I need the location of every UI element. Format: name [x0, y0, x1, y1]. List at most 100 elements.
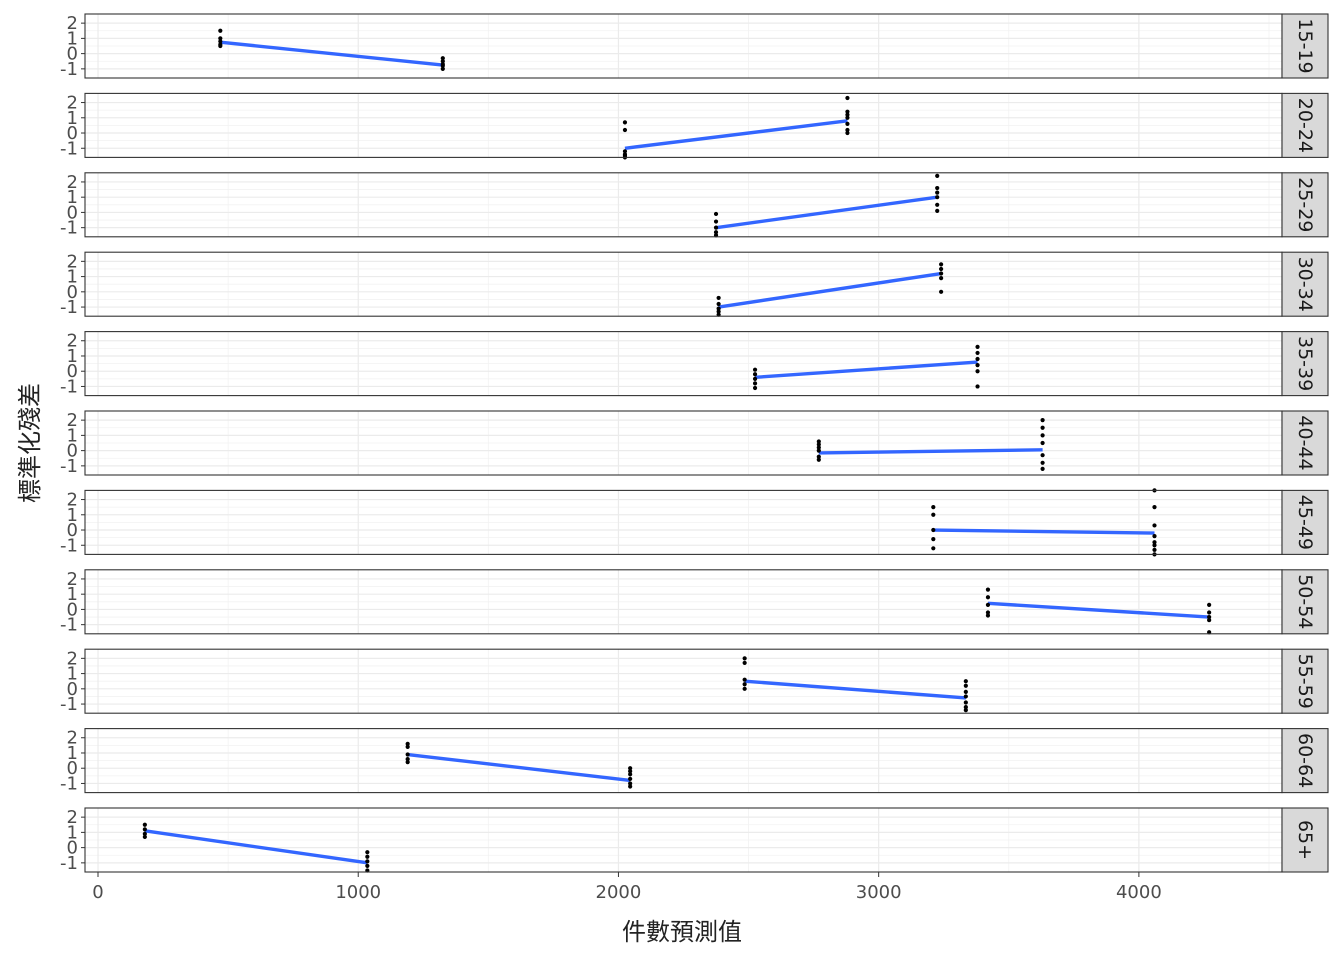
residual-point: [845, 109, 850, 114]
residual-point: [1040, 425, 1045, 430]
residual-point: [716, 309, 721, 314]
y-tick-label: 0: [67, 520, 78, 541]
residual-point: [963, 679, 968, 684]
facet-strip: [1281, 569, 1329, 635]
residual-point: [716, 295, 721, 301]
residual-point: [142, 822, 147, 827]
facet-strip-label: 40-44: [1294, 415, 1316, 470]
facet-strip: [1281, 489, 1329, 555]
residual-point: [628, 766, 633, 771]
facet-strip: [1281, 331, 1329, 397]
fitted-line: [744, 679, 966, 700]
y-tick-label: -1: [60, 456, 78, 477]
residual-point: [1152, 523, 1157, 528]
residual-point: [963, 683, 968, 688]
residual-point: [963, 700, 968, 705]
fitted-line: [933, 528, 1155, 535]
facet-strip: [1281, 410, 1329, 476]
residual-point: [628, 784, 633, 789]
residual-point: [935, 173, 940, 178]
x-tick-label: 1000: [335, 882, 381, 903]
residual-point: [963, 689, 968, 694]
residual-point: [939, 266, 944, 272]
residual-point: [845, 112, 850, 117]
y-tick-label: 1: [67, 108, 78, 129]
residual-point: [816, 454, 821, 459]
fitted-line: [818, 448, 1043, 455]
y-tick-label: 1: [67, 743, 78, 764]
residual-point: [365, 863, 370, 869]
fitted-line: [407, 752, 631, 783]
x-tick-label: 3000: [856, 882, 902, 903]
facet-strip-label: 20-24: [1294, 98, 1316, 153]
residual-point: [752, 385, 758, 391]
residual-point: [1040, 440, 1045, 446]
facet-strip: [1281, 251, 1329, 317]
y-tick-label: 0: [67, 123, 78, 144]
residual-point: [845, 121, 850, 126]
facet-strip: [1281, 92, 1329, 158]
facet-strip: [1281, 172, 1329, 238]
residual-point: [713, 219, 719, 224]
residual-point: [742, 660, 747, 666]
y-tick-label: 0: [67, 679, 78, 700]
y-tick-label: -1: [60, 376, 78, 397]
y-tick-label: 1: [67, 664, 78, 685]
residual-point: [716, 301, 721, 307]
y-axis-title: 標準化殘差: [16, 383, 44, 503]
residual-point: [975, 384, 980, 389]
y-tick-label: 1: [67, 584, 78, 605]
residual-point: [142, 827, 147, 832]
residual-point: [742, 686, 747, 691]
residual-point: [985, 610, 991, 615]
residual-point: [628, 776, 633, 781]
residual-point: [1040, 418, 1045, 423]
y-tick-label: 0: [67, 441, 78, 462]
residual-point: [713, 211, 719, 217]
y-tick-label: 2: [67, 13, 78, 34]
y-tick-label: -1: [60, 218, 78, 239]
residual-point: [1207, 617, 1212, 623]
residual-point: [935, 202, 940, 207]
y-tick-label: -1: [60, 535, 78, 556]
y-tick-label: 2: [67, 569, 78, 590]
residual-point: [1152, 505, 1157, 510]
y-tick-label: 2: [67, 331, 78, 352]
facet-strip: [1281, 807, 1329, 873]
residual-point: [931, 537, 936, 542]
fitted-line: [987, 601, 1210, 619]
y-tick-label: 0: [67, 202, 78, 223]
residual-point: [845, 127, 850, 133]
y-tick-label: -1: [60, 297, 78, 318]
residual-point: [218, 43, 223, 49]
residual-point: [1207, 602, 1212, 607]
residual-point: [752, 372, 758, 377]
y-tick-label: 1: [67, 822, 78, 843]
residual-point: [1207, 610, 1212, 615]
facet-strip-label: 50-54: [1294, 574, 1316, 629]
facet-strip-label: 60-64: [1294, 733, 1316, 788]
residual-point: [931, 546, 936, 551]
y-tick-label: 0: [67, 838, 78, 859]
residual-point: [440, 63, 445, 68]
residual-point: [752, 367, 758, 372]
residual-point: [1040, 453, 1045, 458]
y-tick-label: 2: [67, 490, 78, 511]
residual-point: [742, 656, 747, 661]
residual-point: [405, 756, 410, 762]
residual-point: [405, 752, 410, 757]
y-tick-label: 1: [67, 187, 78, 208]
residual-point: [939, 276, 944, 281]
residual-point: [975, 344, 980, 349]
residual-point: [975, 356, 980, 362]
residual-point: [1040, 433, 1045, 438]
y-tick-label: 2: [67, 410, 78, 431]
residual-point: [935, 185, 940, 191]
residual-point: [816, 439, 821, 444]
